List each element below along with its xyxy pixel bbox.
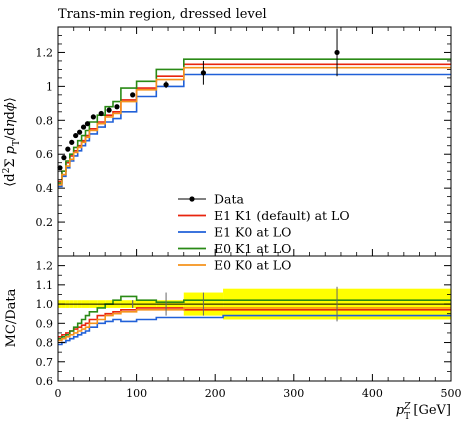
x-tick-label: 100 — [126, 387, 147, 400]
ratio-series-e1-k0-at-lo — [58, 314, 451, 346]
main-y-axis-label: ⟨d2Σ pT/dηdϕ⟩ — [2, 97, 22, 187]
legend-label: E0 K1 at LO — [214, 241, 291, 256]
main-y-tick-label: 1 — [46, 80, 53, 93]
data-point — [130, 92, 136, 98]
x-tick-label: 300 — [283, 387, 304, 400]
data-point — [334, 49, 340, 56]
data-point — [69, 139, 75, 145]
data-point — [163, 82, 169, 88]
x-tick-label: 200 — [205, 387, 226, 400]
data-point — [98, 110, 104, 117]
main-y-tick-label: 0.8 — [36, 114, 54, 127]
data-point — [77, 129, 83, 135]
x-tick-label: 400 — [362, 387, 383, 400]
data-point — [80, 124, 87, 130]
chart-title: Trans-min region, dressed level — [58, 7, 267, 22]
ratio-y-tick-label: 1.0 — [36, 298, 54, 311]
data-point — [114, 104, 120, 110]
data-point — [200, 70, 207, 76]
main-series-e1-k1-default-at-lo — [58, 63, 451, 183]
ratio-series-e0-k1-at-lo — [58, 295, 451, 340]
data-point — [84, 121, 91, 127]
x-tick-label: 0 — [55, 387, 62, 400]
ratio-series-e0-k0-at-lo — [58, 307, 451, 342]
main-y-tick-label: 0.2 — [36, 216, 54, 229]
legend-label: E1 K0 at LO — [214, 225, 291, 240]
data-point — [65, 146, 71, 152]
data-point — [57, 165, 63, 171]
x-axis-label: pTZ [GeV] — [396, 402, 451, 421]
ratio-y-tick-label: 1.1 — [36, 279, 54, 292]
main-series-e0-k0-at-lo — [58, 66, 451, 186]
ratio-panel-frame — [57, 255, 452, 382]
legend-label: E1 K1 (default) at LO — [214, 208, 350, 223]
legend-label: E0 K0 at LO — [214, 258, 291, 273]
main-y-tick-label: 0.4 — [36, 182, 54, 195]
x-tick-label: 500 — [441, 387, 462, 400]
data-point — [61, 155, 67, 161]
main-y-tick-label: 1.2 — [36, 46, 54, 59]
legend-data-marker — [189, 196, 195, 202]
ratio-y-axis-label: MC/Data — [4, 288, 19, 347]
ratio-y-tick-label: 0.9 — [36, 317, 54, 330]
ratio-y-tick-label: 0.8 — [36, 337, 54, 350]
legend-label: Data — [214, 192, 244, 207]
main-y-tick-label: 0.6 — [36, 148, 54, 161]
ratio-y-tick-label: 0.6 — [36, 375, 54, 388]
main-series-e1-k0-at-lo — [58, 73, 451, 188]
ratio-y-tick-label: 0.7 — [36, 356, 54, 369]
data-point — [106, 107, 112, 113]
ratio-y-tick-label: 1.2 — [36, 260, 54, 273]
data-point — [73, 132, 79, 139]
data-point — [90, 114, 96, 120]
main-series-e0-k1-at-lo — [58, 58, 451, 184]
